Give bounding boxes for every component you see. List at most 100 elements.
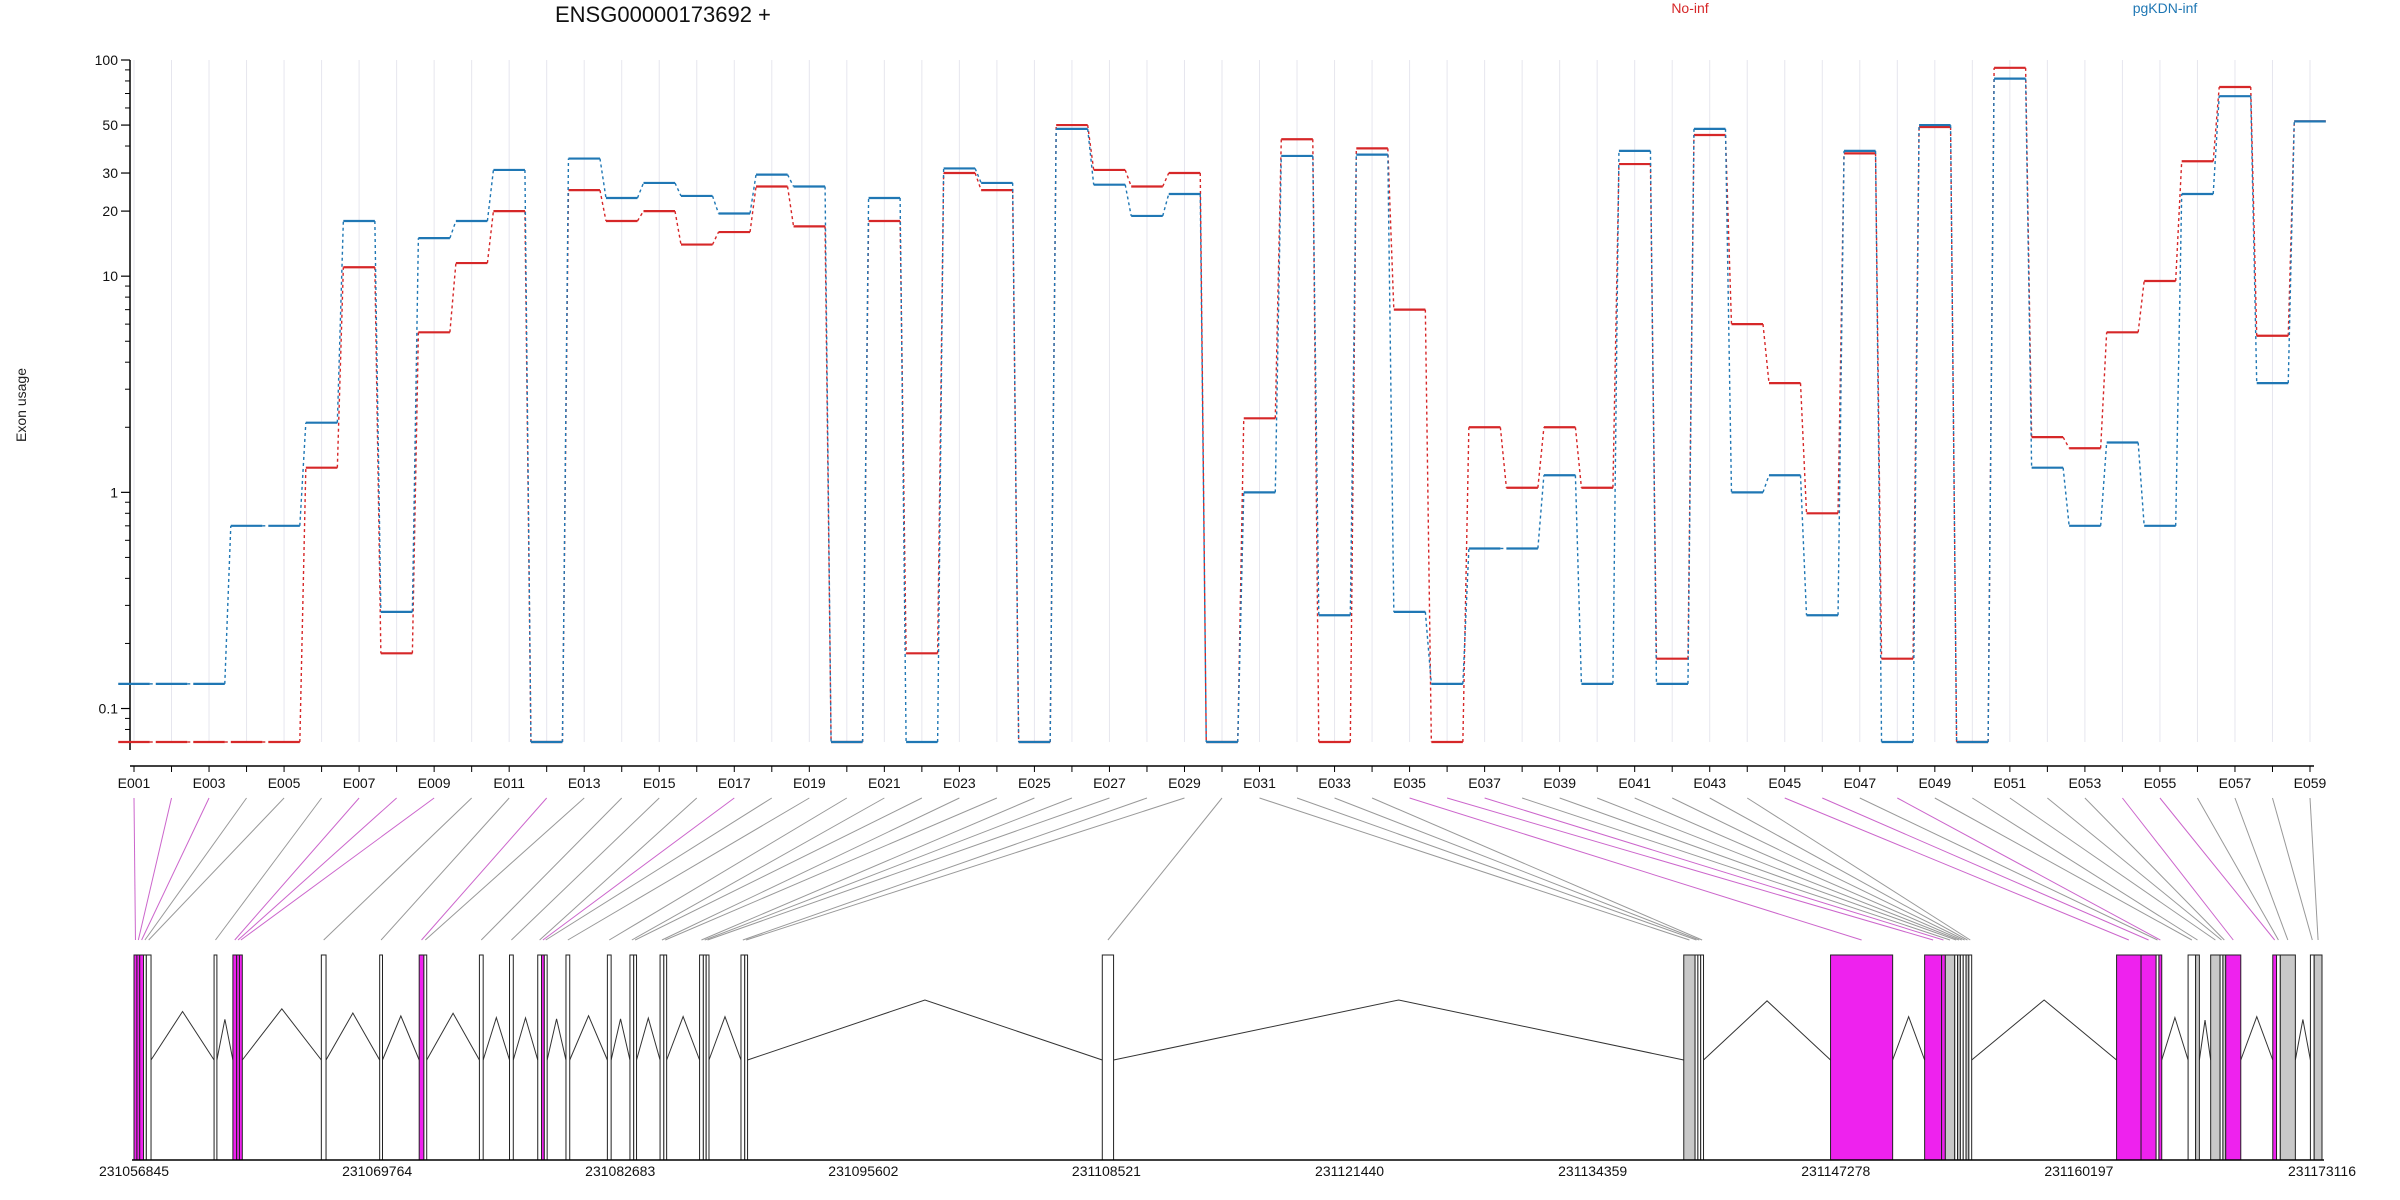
connector-No-inf	[1574, 427, 1583, 488]
connector-No-inf	[2099, 332, 2108, 449]
connector-No-inf	[674, 210, 682, 245]
series-lines	[118, 66, 2326, 744]
exon-box-E036	[1924, 954, 1943, 1161]
exon-box-E020	[606, 954, 612, 1161]
x-tick-label-E009: E009	[418, 775, 451, 791]
connector-E048	[1897, 797, 2161, 941]
connector-E029	[745, 797, 1185, 941]
x-tick-label-E041: E041	[1618, 775, 1651, 791]
exon-box-E021	[629, 954, 635, 1161]
connector-E043	[1709, 797, 1968, 941]
exon-box-E055	[2272, 954, 2278, 1161]
exon-box-E049	[2187, 954, 2197, 1161]
intron	[216, 1019, 234, 1061]
connector-pgKDN-inf	[599, 158, 607, 199]
connector-pgKDN-inf	[674, 182, 682, 197]
exon-connectors	[133, 797, 2319, 941]
connector-No-inf	[336, 267, 345, 468]
connector-No-inf	[1837, 153, 1845, 514]
connector-No-inf	[1762, 324, 1770, 384]
intron	[747, 999, 1103, 1061]
genomic-axis: 231056845 231069764 231082683 231095602 2311…	[99, 1159, 2356, 1179]
exon-box-E054	[2225, 954, 2242, 1161]
connector-pgKDN-inf	[1649, 150, 1658, 684]
connector-pgKDN-inf	[2287, 121, 2295, 384]
connector-pgKDN-inf	[224, 525, 232, 684]
connector-E031	[1259, 797, 1690, 941]
connector-pgKDN-inf	[786, 174, 795, 187]
connector-No-inf	[1349, 148, 1358, 743]
connector-pgKDN-inf	[1274, 155, 1282, 493]
connector-E018	[545, 797, 773, 941]
x-axis: E001 E003 E005 E007 E009 E011 E013 E015 E017 E019…	[118, 765, 2327, 791]
connector-E058	[2272, 797, 2313, 941]
y-axis-label: Exon usage	[13, 368, 29, 442]
connector-No-inf	[411, 332, 420, 654]
connector-pgKDN-inf	[449, 220, 457, 239]
connector-E002	[137, 797, 173, 941]
intron	[2240, 1015, 2274, 1061]
x-tick-label-E037: E037	[1468, 775, 1501, 791]
exon-box-E031	[1683, 954, 1696, 1161]
connector-No-inf	[1199, 173, 1207, 743]
connector-No-inf	[1424, 309, 1433, 743]
genomic-tick-label: 231095602	[828, 1163, 898, 1179]
connector-E010	[323, 797, 473, 941]
connector-E053	[2084, 797, 2225, 941]
exon-box-E058	[2309, 954, 2315, 1161]
exon-box-E056	[2276, 954, 2281, 1161]
genomic-tick-label: 231173116	[2288, 1163, 2356, 1179]
connector-pgKDN-inf	[1912, 125, 1920, 743]
connector-pgKDN-inf	[1387, 154, 1395, 612]
connector-pgKDN-inf	[1949, 125, 1958, 743]
connector-pgKDN-inf	[374, 220, 382, 612]
exon-box-E018	[543, 954, 548, 1161]
exon-box-E045	[2116, 954, 2142, 1161]
genomic-tick-label: 231121440	[1315, 1163, 1384, 1179]
x-tick-label-E039: E039	[1543, 775, 1576, 791]
connector-E005	[148, 797, 285, 941]
exon-box-E013	[423, 954, 428, 1161]
intron	[1892, 1015, 1926, 1061]
connector-E025	[701, 797, 1035, 941]
connector-E038	[1521, 797, 1951, 941]
exon-box-E022	[633, 954, 638, 1161]
connector-No-inf	[1274, 139, 1282, 419]
intron	[426, 1012, 480, 1061]
connector-No-inf	[599, 190, 607, 222]
connector-No-inf	[299, 467, 307, 743]
connector-No-inf	[1312, 139, 1320, 743]
connector-E021	[631, 797, 885, 941]
connector-pgKDN-inf	[1237, 492, 1245, 743]
connector-pgKDN-inf	[974, 168, 982, 184]
genomic-tick-label: 231069764	[342, 1163, 412, 1179]
connector-E024	[665, 797, 998, 941]
x-tick-label-E023: E023	[943, 775, 976, 791]
connector-pgKDN-inf	[1537, 475, 1545, 549]
exon-box-E028	[740, 954, 746, 1161]
connector-No-inf	[1124, 169, 1132, 187]
genomic-tick-label: 231056845	[99, 1163, 169, 1179]
intron	[569, 1014, 608, 1061]
connector-pgKDN-inf	[1462, 548, 1470, 684]
connector-pgKDN-inf	[749, 174, 757, 214]
connector-E046	[1822, 797, 2149, 941]
exon-box-E059	[2313, 954, 2323, 1161]
connector-E016	[539, 797, 698, 941]
x-tick-label-E057: E057	[2219, 775, 2252, 791]
connector-No-inf	[1724, 134, 1733, 325]
exon-box-E051	[2210, 954, 2221, 1161]
x-tick-label-E017: E017	[718, 775, 751, 791]
connector-pgKDN-inf	[2212, 96, 2220, 195]
genomic-tick-label: 231134359	[1558, 1163, 1627, 1179]
x-tick-label-E027: E027	[1093, 775, 1126, 791]
connector-E011	[380, 797, 510, 941]
connector-E042	[1671, 797, 1965, 941]
connector-E044	[1746, 797, 1971, 941]
connector-No-inf	[374, 267, 382, 654]
x-tick-label-E047: E047	[1843, 775, 1876, 791]
intron	[1703, 1000, 1831, 1061]
connector-No-inf	[1387, 148, 1395, 310]
intron	[546, 1018, 567, 1061]
exon-box-E006	[213, 954, 218, 1161]
